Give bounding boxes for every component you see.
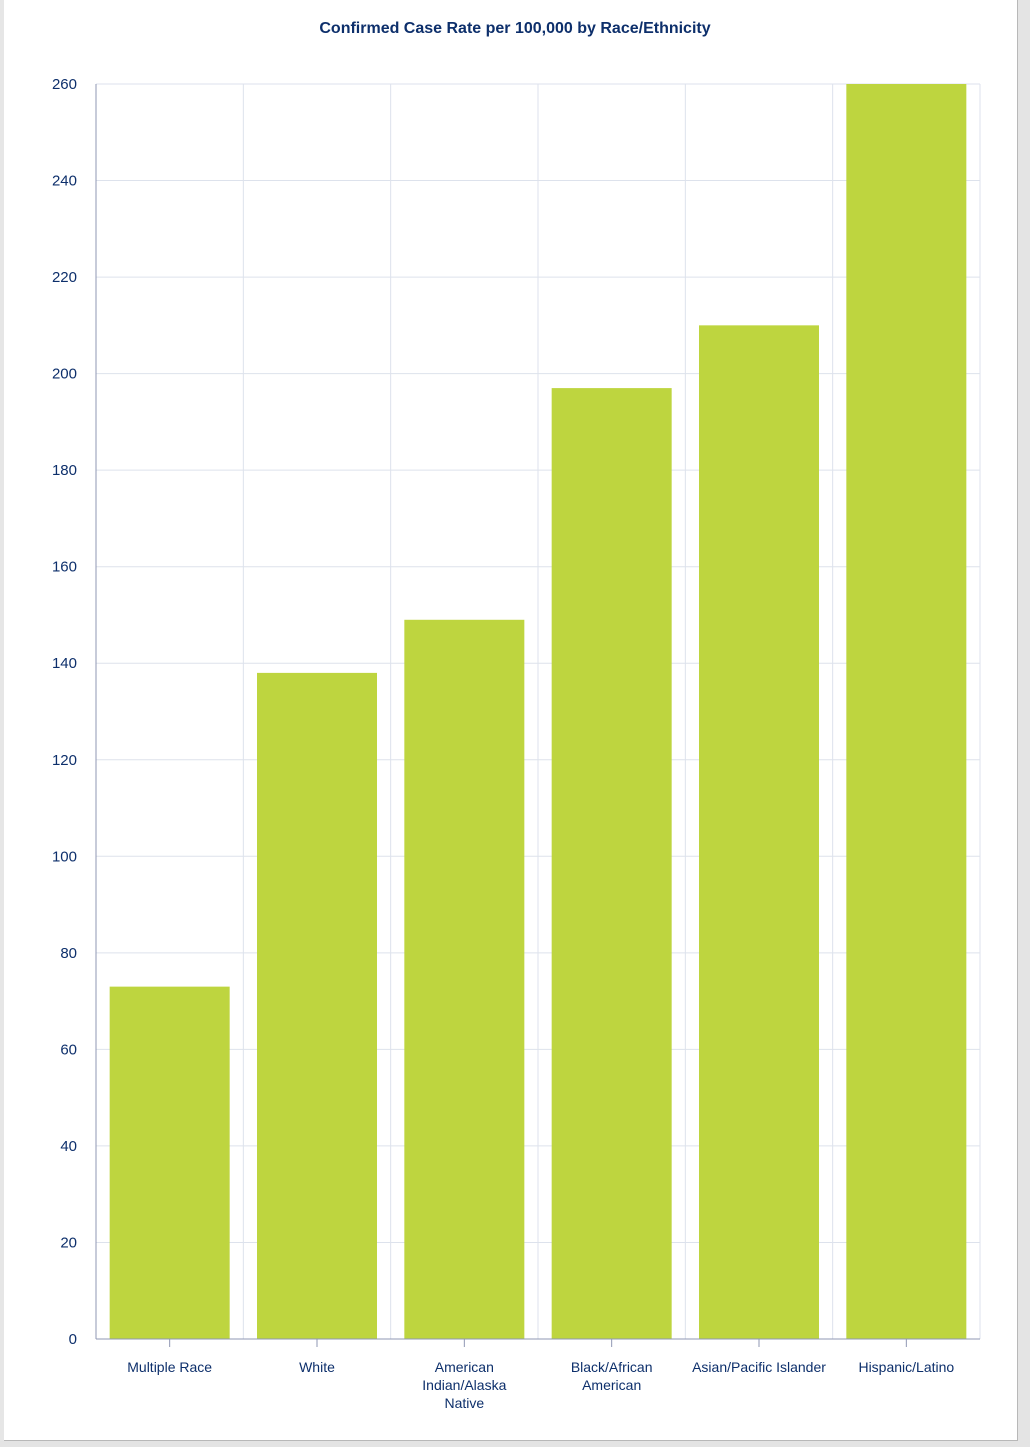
bar	[257, 672, 377, 1339]
bar	[404, 619, 525, 1339]
bar	[846, 84, 967, 1339]
x-tick-label: Multiple Race	[127, 1359, 212, 1375]
y-tick-label: 80	[60, 945, 77, 962]
chart-title: Confirmed Case Rate per 100,000 by Race/…	[319, 20, 711, 37]
x-tick-label: Native	[444, 1395, 484, 1411]
y-tick-label: 240	[52, 173, 77, 190]
y-tick-label: 0	[69, 1331, 77, 1348]
x-tick-label: Indian/Alaska	[422, 1377, 506, 1393]
y-tick-label: 200	[52, 366, 77, 383]
y-tick-label: 160	[52, 559, 77, 576]
y-tick-label: 120	[52, 752, 77, 769]
y-tick-label: 100	[52, 848, 77, 865]
x-tick-label: Black/African	[571, 1359, 653, 1375]
bar	[109, 986, 230, 1339]
x-tick-label: American	[435, 1359, 494, 1375]
y-tick-label: 140	[52, 655, 77, 672]
y-tick-label: 40	[60, 1138, 77, 1155]
bar	[699, 325, 819, 1339]
x-tick-label: Hispanic/Latino	[858, 1359, 954, 1375]
y-tick-label: 60	[60, 1041, 77, 1058]
tick-labels: 0 20 40 60 80 100 120 140 160 180 200 220 240 260 Mult…	[52, 76, 954, 1411]
axes	[95, 84, 980, 1347]
y-tick-label: 180	[52, 462, 77, 479]
y-tick-label: 260	[52, 76, 77, 93]
y-tick-label: 220	[52, 269, 77, 286]
panel-edge	[0, 0, 4, 1441]
gridlines	[96, 83, 981, 1340]
x-tick-label: White	[299, 1359, 335, 1375]
bar	[551, 388, 672, 1339]
y-tick-label: 20	[60, 1234, 77, 1251]
x-tick-label: Asian/Pacific Islander	[692, 1359, 826, 1375]
x-tick-label: American	[582, 1377, 641, 1393]
bars	[109, 84, 967, 1339]
